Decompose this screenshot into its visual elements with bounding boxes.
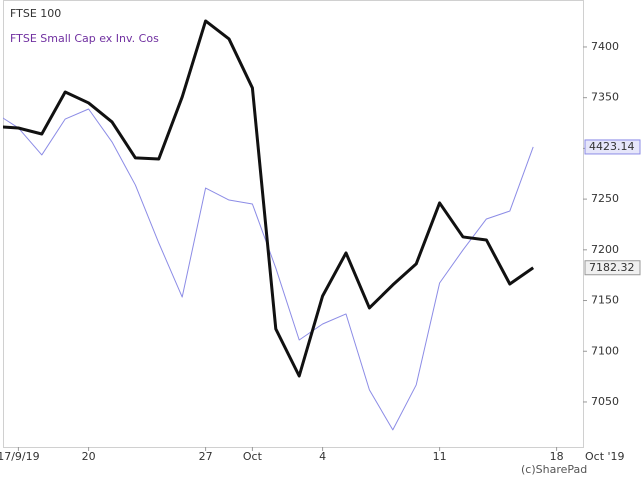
y-tick-label: 7150 [591, 294, 619, 307]
y-tick-label: 7350 [591, 91, 619, 104]
y-tick-label: 7100 [591, 344, 619, 357]
last-value-label: 7182.32 [589, 261, 635, 274]
month-label: Oct '19 [585, 450, 625, 463]
series-line [3, 19, 535, 378]
plot-frame [3, 0, 584, 448]
x-tick-label: 11 [433, 450, 447, 463]
series-line [3, 108, 534, 431]
y-tick-label: 7400 [591, 40, 619, 53]
last-value-label: 4423.14 [589, 140, 635, 153]
last-value-box [584, 260, 641, 276]
x-tick-label: 4 [319, 450, 326, 463]
legend-label: FTSE Small Cap ex Inv. Cos [10, 32, 159, 45]
plot-area [3, 19, 535, 431]
copyright: (c)SharePad [521, 463, 587, 476]
y-tick-label: 7200 [591, 243, 619, 256]
x-tick-label: 27 [199, 450, 213, 463]
last-value-box [584, 139, 641, 155]
x-tick-label: 17/9/19 [0, 450, 40, 463]
x-tick-label: 20 [82, 450, 96, 463]
x-tick-label: Oct [243, 450, 263, 463]
y-tick-label: 7050 [591, 395, 619, 408]
y-tick-label: 7250 [591, 192, 619, 205]
x-tick-label: 18 [550, 450, 564, 463]
legend-label: FTSE 100 [10, 7, 61, 20]
